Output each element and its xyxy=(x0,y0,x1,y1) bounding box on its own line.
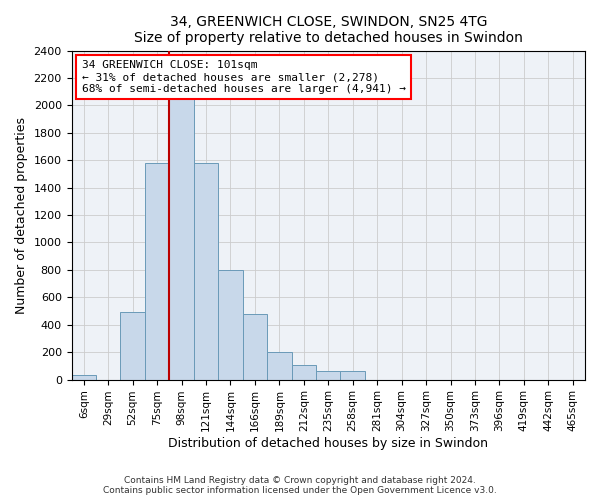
Bar xyxy=(218,270,242,380)
Bar xyxy=(267,352,292,380)
Bar xyxy=(316,372,340,380)
Bar xyxy=(292,364,316,380)
Bar xyxy=(194,163,218,380)
Bar xyxy=(71,376,96,380)
Text: Contains HM Land Registry data © Crown copyright and database right 2024.
Contai: Contains HM Land Registry data © Crown c… xyxy=(103,476,497,495)
Text: 34 GREENWICH CLOSE: 101sqm
← 31% of detached houses are smaller (2,278)
68% of s: 34 GREENWICH CLOSE: 101sqm ← 31% of deta… xyxy=(82,60,406,94)
Y-axis label: Number of detached properties: Number of detached properties xyxy=(15,116,28,314)
Bar xyxy=(242,314,267,380)
Bar xyxy=(145,163,169,380)
Title: 34, GREENWICH CLOSE, SWINDON, SN25 4TG
Size of property relative to detached hou: 34, GREENWICH CLOSE, SWINDON, SN25 4TG S… xyxy=(134,15,523,45)
Bar xyxy=(169,68,194,380)
Bar xyxy=(340,372,365,380)
Bar xyxy=(121,312,145,380)
X-axis label: Distribution of detached houses by size in Swindon: Distribution of detached houses by size … xyxy=(168,437,488,450)
